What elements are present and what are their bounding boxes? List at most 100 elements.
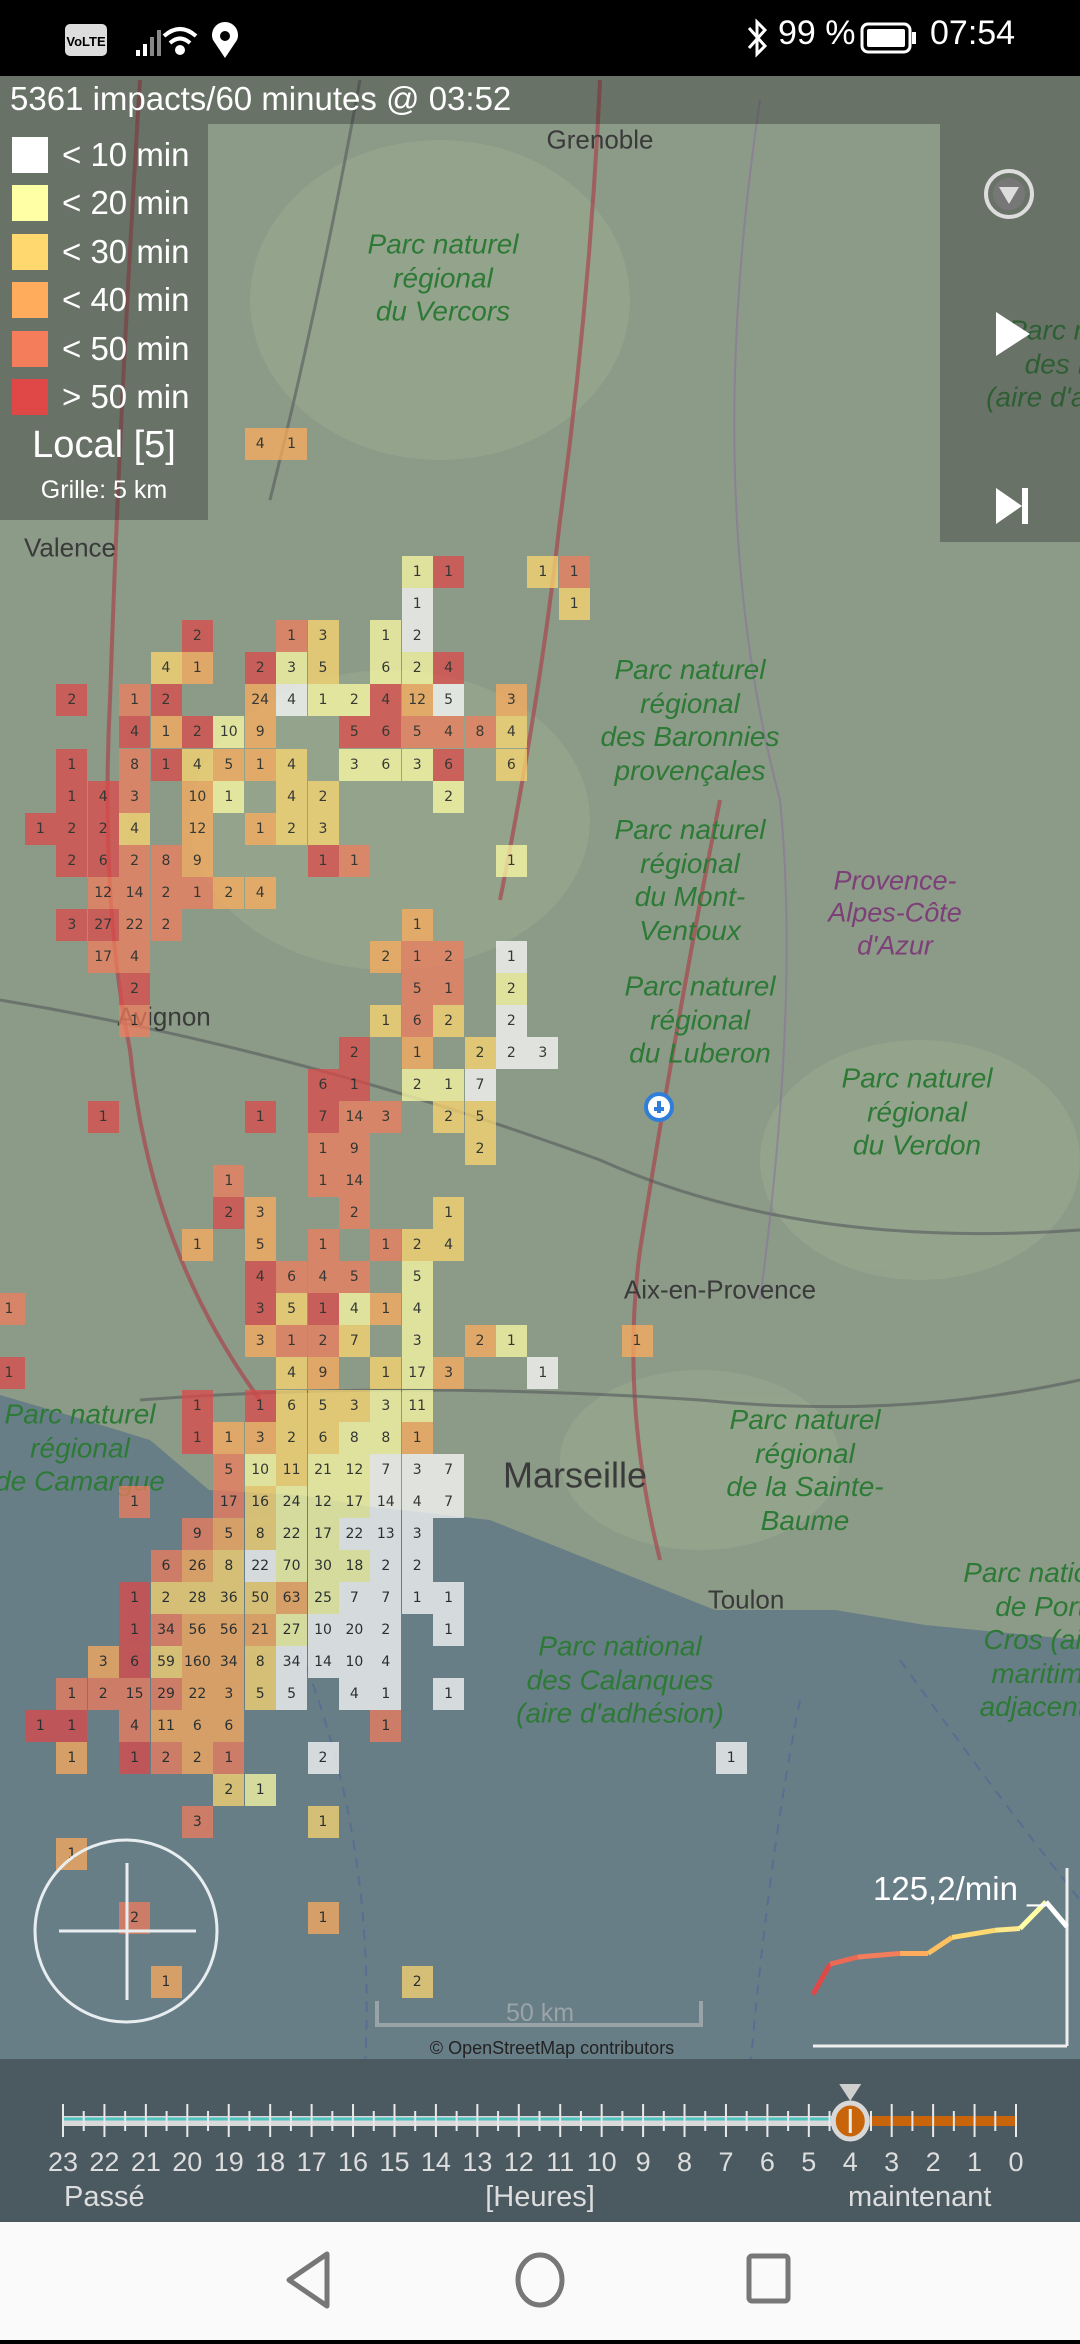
hour-label[interactable]: 13 xyxy=(462,2147,493,2177)
mode-label[interactable]: Local [5] xyxy=(32,424,176,466)
grid-cell: 3 xyxy=(213,1677,245,1710)
grid-cell: 6 xyxy=(119,1645,151,1678)
grid-cell: 10 xyxy=(181,780,213,813)
grid-cell: 7 xyxy=(370,1453,402,1486)
battery-percent: 99 % xyxy=(778,14,856,52)
hour-label[interactable]: 18 xyxy=(255,2147,286,2177)
grid-cell: 3 xyxy=(244,1293,276,1326)
sparkline-segment xyxy=(994,1926,1021,1933)
grid-cell: 2 xyxy=(307,1325,339,1358)
hour-label[interactable]: 20 xyxy=(172,2147,203,2177)
grid-cell: 3 xyxy=(56,908,88,941)
grid-cell: 17 xyxy=(213,1485,245,1518)
hour-label[interactable]: 16 xyxy=(338,2147,369,2177)
hour-label[interactable]: 6 xyxy=(759,2147,775,2177)
grid-cell: 4 xyxy=(276,1357,308,1390)
grid-cell: 1 xyxy=(0,1293,25,1326)
legend-item: < 10 min xyxy=(12,136,190,173)
grid-size-label: Grille: 5 km xyxy=(40,476,168,504)
hour-label[interactable]: 0 xyxy=(1008,2147,1024,2177)
grid-cell: 56 xyxy=(181,1613,213,1646)
grid-cell: 5 xyxy=(244,1677,276,1710)
grid-cell: 6 xyxy=(307,1069,339,1101)
sparkline-segment xyxy=(1018,1900,1048,1931)
grid-cell: 1 xyxy=(433,1197,465,1230)
volte-icon: VoLTE xyxy=(65,24,107,56)
grid-cell: 4 xyxy=(276,748,308,781)
grid-cell: 1 xyxy=(401,588,433,621)
grid-cell: 1 xyxy=(213,1421,245,1454)
grid-cell: 10 xyxy=(307,1613,339,1646)
grid-cell: 25 xyxy=(307,1581,339,1614)
legend-panel[interactable]: < 10 min < 20 min < 30 min < 40 min < 50 min… xyxy=(0,124,208,520)
map-label: Parc naturel régional du Verdon xyxy=(841,1062,993,1161)
grid-cell: 2 xyxy=(150,908,182,941)
grid-cell: 1 xyxy=(119,1581,151,1614)
play-icon[interactable] xyxy=(996,312,1030,356)
grid-cell: 2 xyxy=(213,1774,245,1807)
grid-cell: 2 xyxy=(307,780,339,813)
grid-cell: 1 xyxy=(401,1421,433,1454)
grid-cell: 1 xyxy=(307,1229,339,1262)
grid-cell: 1 xyxy=(276,428,308,460)
hour-label[interactable]: 22 xyxy=(89,2147,120,2177)
legend-label: > 50 min xyxy=(62,378,190,415)
hour-label[interactable]: 23 xyxy=(47,2147,79,2177)
hour-label[interactable]: 19 xyxy=(213,2147,244,2177)
grid-cell: 4 xyxy=(87,780,119,813)
grid-cell: 1 xyxy=(307,1133,339,1166)
grid-cell: 1 xyxy=(213,780,245,813)
hour-label[interactable]: 12 xyxy=(503,2147,534,2177)
grid-cell: 14 xyxy=(370,1485,402,1518)
grid-cell: 1 xyxy=(244,812,276,845)
hour-label[interactable]: 10 xyxy=(586,2147,617,2177)
grid-cell: 2 xyxy=(401,1229,433,1262)
time-slider[interactable] xyxy=(0,2059,1080,2149)
grid-cell: 1 xyxy=(56,1710,88,1742)
hour-label[interactable]: 9 xyxy=(635,2147,651,2177)
grid-cell: 10 xyxy=(213,716,245,749)
grid-cell: 24 xyxy=(244,684,276,717)
grid-cell: 16 xyxy=(244,1485,276,1518)
grid-cell: 1 xyxy=(307,684,339,717)
hour-label[interactable]: 8 xyxy=(677,2147,693,2177)
home-icon xyxy=(515,2252,565,2308)
crosshair-icon[interactable] xyxy=(30,1835,230,2035)
hour-label[interactable]: 17 xyxy=(296,2147,327,2177)
hour-label[interactable]: 3 xyxy=(884,2147,900,2177)
grid-cell: 8 xyxy=(213,1549,245,1582)
grid-cell: 2 xyxy=(56,844,88,877)
hour-label[interactable]: 21 xyxy=(130,2147,161,2177)
dropdown-circle-icon[interactable] xyxy=(984,169,1034,219)
hour-label[interactable]: 14 xyxy=(420,2147,451,2177)
skip-to-end-icon[interactable] xyxy=(996,488,1028,524)
grid-cell: 2 xyxy=(433,940,465,973)
grid-cell: 1 xyxy=(56,1742,88,1775)
grid-cell: 3 xyxy=(244,1197,276,1230)
map-view[interactable]: Grenoble Valence Parc naturel régional du … xyxy=(0,76,1080,2060)
map-label: Parc naturel régional du Luberon xyxy=(624,970,776,1069)
grid-cell: 2 xyxy=(401,652,433,685)
grid-cell: 1 xyxy=(433,1581,465,1614)
grid-cell: 4 xyxy=(433,1229,465,1262)
hour-label[interactable]: 11 xyxy=(546,2147,575,2177)
hour-label[interactable]: 15 xyxy=(379,2147,410,2177)
grid-cell: 2 xyxy=(307,1742,339,1775)
position-marker[interactable] xyxy=(644,1092,674,1122)
hour-label[interactable]: 5 xyxy=(801,2147,817,2177)
grid-cell: 22 xyxy=(338,1517,370,1550)
grid-cell: 8 xyxy=(464,716,496,749)
grid-cell: 1 xyxy=(244,748,276,781)
hour-label[interactable]: 1 xyxy=(967,2147,983,2177)
grid-cell: 4 xyxy=(119,716,151,749)
hour-label[interactable]: 2 xyxy=(925,2147,941,2177)
grid-cell: 4 xyxy=(401,1293,433,1326)
hour-label[interactable]: 4 xyxy=(842,2147,858,2177)
grid-cell: 3 xyxy=(87,1645,119,1678)
grid-cell: 4 xyxy=(244,876,276,909)
hour-label[interactable]: 7 xyxy=(718,2147,734,2177)
grid-cell: 6 xyxy=(370,652,402,685)
map-label: Parc national des Calanques (aire d'adhé… xyxy=(516,1630,724,1729)
grid-cell: 2 xyxy=(401,1966,433,1999)
attribution[interactable]: © OpenStreetMap contributors xyxy=(429,2038,675,2059)
